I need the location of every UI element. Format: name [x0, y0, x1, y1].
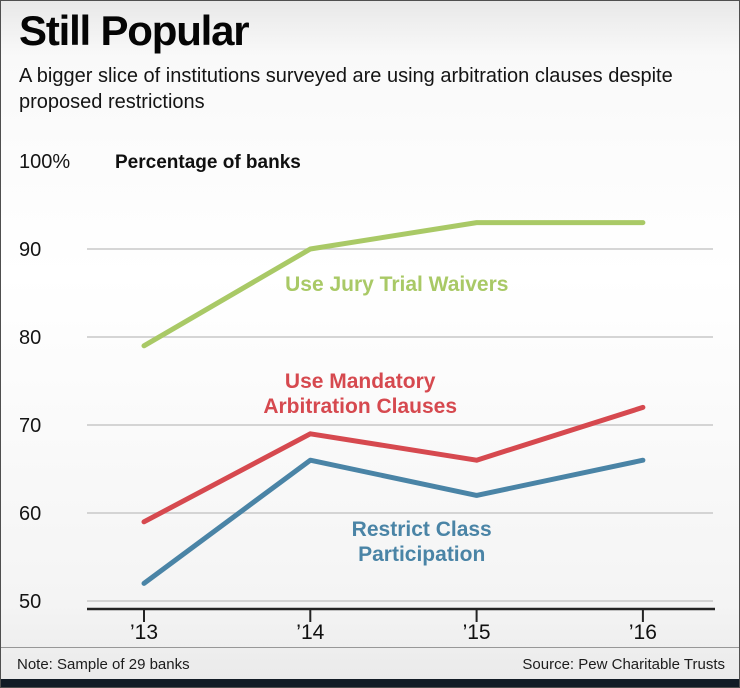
line-chart: 100% 90 80 70 60 50 Percentage of banks ’13 ’14 ’… [19, 151, 715, 644]
x-tick-label: ’13 [130, 621, 158, 644]
footer-divider [1, 647, 739, 648]
chart-subtitle: A bigger slice of institutions surveyed … [19, 65, 673, 113]
y-tick-label: 100% [19, 151, 70, 173]
source-credit: Source: Pew Charitable Trusts [522, 656, 725, 673]
y-tick-label: 70 [19, 415, 41, 437]
x-tick-label: ’14 [296, 621, 324, 644]
y-axis-unit-label: Percentage of banks [115, 152, 301, 173]
page-title: Still Popular [19, 7, 250, 54]
y-tick-label: 80 [19, 327, 41, 349]
series-label-use-jury-trial-waivers: Use Jury Trial Waivers [285, 273, 508, 296]
x-tick-label: ’15 [463, 621, 491, 644]
footnote: Note: Sample of 29 banks [17, 656, 190, 673]
series-label-use-mandatory-arbitration-clauses: Use Mandatory Arbitration Clauses [263, 370, 457, 418]
y-tick-label: 90 [19, 239, 41, 261]
y-tick-label: 60 [19, 503, 41, 525]
series-line-restrict-class-participation [141, 457, 646, 586]
series-label-restrict-class-participation: Restrict Class Participation [352, 518, 492, 566]
bottom-accent-bar [1, 679, 739, 687]
x-tick-label: ’16 [629, 621, 657, 644]
y-tick-label: 50 [19, 591, 41, 613]
series-line-use-jury-trial-waivers [141, 220, 646, 349]
series-line-use-mandatory-arbitration-clauses [141, 404, 646, 525]
